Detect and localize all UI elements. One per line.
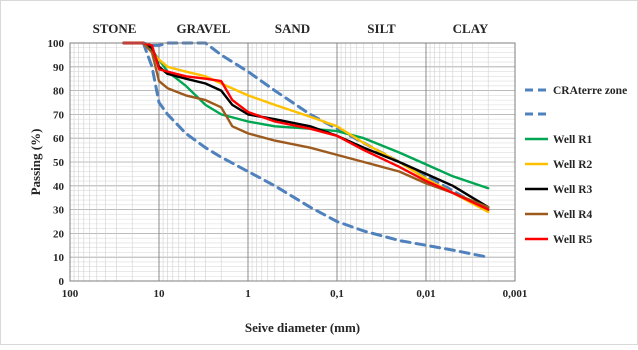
y-tick-label: 70 [53,109,65,121]
zone-label: SAND [275,21,310,36]
legend-label: Well R1 [553,134,593,146]
axes: 0 10 20 30 40 50 60 70 80 90 100 100 10 1 0,1 0,01 0,001… [28,38,527,335]
legend-label: Well R3 [553,184,593,196]
grid [69,42,516,282]
zone-label: CLAY [453,21,489,36]
y-axis-title: Passing (%) [28,129,43,196]
y-tick-label: 50 [53,157,65,169]
legend-label: Well R4 [553,209,593,221]
y-tick-label: 30 [53,205,65,217]
y-tick-label: 90 [53,62,65,74]
zone-label: STONE [93,21,137,36]
x-tick-label: 10 [154,288,166,300]
x-tick-label: 0,01 [416,288,435,300]
zone-label: GRAVEL [177,21,231,36]
x-tick-label: 0,1 [330,288,344,300]
x-tick-label: 1 [245,288,251,300]
x-tick-label: 0,001 [503,288,528,300]
x-axis-title: Seive diameter (mm) [245,320,360,335]
soil-zones: STONE GRAVEL SAND SILT CLAY [93,21,489,36]
y-tick-label: 80 [53,86,65,98]
legend-label: Well R2 [553,159,593,171]
zone-label: SILT [367,21,396,36]
legend: CRAterre zone Well R1 Well R2 Well R3 Well R… [525,85,627,246]
y-tick-label: 40 [53,181,65,193]
series-line-well-r4 [122,41,490,209]
legend-label: CRAterre zone [553,85,627,97]
y-tick-label: 0 [59,276,65,288]
series-line-craterre-zone [122,41,490,212]
series-lines [122,41,490,259]
legend-label: Well R5 [553,234,593,246]
series-line-unnamed [141,41,490,259]
y-tick-label: 60 [53,133,65,145]
plot-border [69,42,516,282]
series-line-well-r5 [122,41,490,211]
y-tick-label: 20 [53,228,65,240]
x-tick-label: 100 [62,288,79,300]
y-tick-label: 10 [53,252,65,264]
y-tick-label: 100 [48,38,65,50]
